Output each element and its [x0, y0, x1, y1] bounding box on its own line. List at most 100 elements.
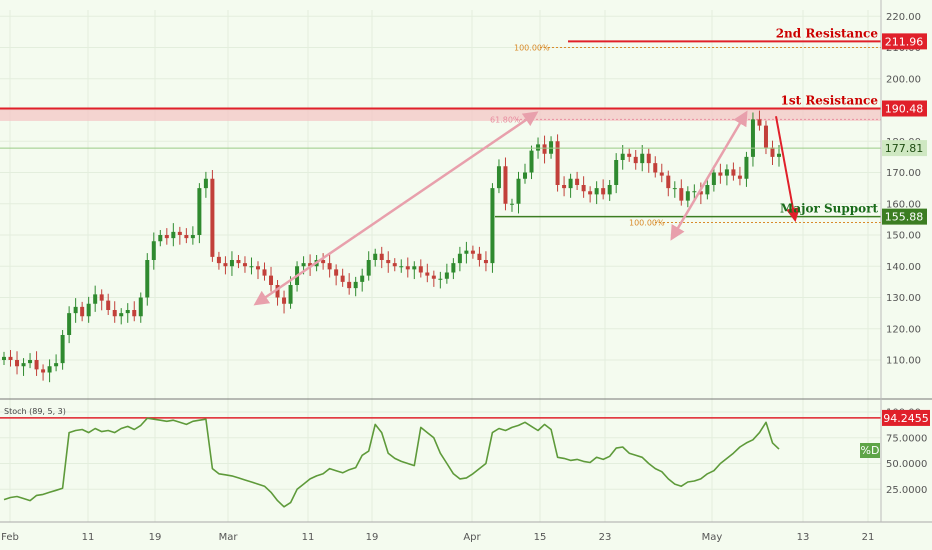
y-tick-label: 200.00	[886, 74, 921, 85]
candle-body	[588, 191, 593, 195]
candle-body	[679, 188, 684, 201]
candle-body	[301, 263, 306, 267]
candle-body	[562, 185, 567, 189]
fib-label: 61.80%	[490, 115, 521, 124]
candle-body	[151, 241, 156, 260]
candle-body	[646, 153, 651, 164]
trend-arrow-down	[775, 116, 800, 223]
candle-body	[145, 260, 150, 298]
candle-body	[470, 250, 475, 254]
x-tick-label: 11	[302, 532, 315, 543]
candle-body	[444, 272, 449, 279]
y-tick-label: 150.00	[886, 231, 921, 242]
candle-body	[542, 144, 547, 154]
candle-body	[640, 153, 645, 164]
candle-body	[177, 231, 182, 235]
candle-body	[236, 260, 241, 264]
trend-arrow-swing	[670, 110, 748, 241]
candle-body	[536, 144, 541, 151]
candle-body	[496, 166, 501, 189]
trend-arrow-up	[253, 111, 539, 306]
candle-body	[763, 125, 768, 148]
candle-body	[549, 141, 554, 154]
candle-body	[15, 360, 20, 367]
stoch-tick-label: 75.0000	[886, 433, 927, 444]
candle-body	[353, 281, 358, 289]
y-tick-label: 170.00	[886, 168, 921, 179]
candle-body	[509, 203, 514, 205]
candle-body	[770, 147, 775, 157]
price-tag-bg	[882, 33, 927, 50]
stoch-level-tag-bg	[882, 409, 930, 426]
candle-body	[601, 188, 606, 195]
x-tick-label: Feb	[1, 532, 19, 543]
candle-body	[125, 310, 130, 314]
candle-body	[28, 360, 33, 364]
candle-body	[106, 300, 111, 310]
candle-body	[568, 178, 573, 189]
candle-body	[737, 175, 742, 179]
candle-body	[555, 141, 560, 185]
candle-body	[457, 253, 462, 264]
current-price-tag-bg	[882, 140, 927, 157]
candle-body	[197, 188, 202, 235]
candle-body	[360, 275, 365, 282]
candle-body	[523, 172, 528, 179]
stoch-d-line	[3, 417, 780, 508]
candle-body	[614, 160, 619, 185]
stoch-title: Stoch (89, 5, 3)	[4, 407, 66, 416]
candle-body	[672, 188, 677, 190]
price-tag: 211.96	[885, 35, 924, 48]
candle-body	[164, 235, 169, 239]
candle-body	[386, 260, 391, 264]
fib-label: 100.00%	[629, 219, 665, 228]
candle-body	[203, 178, 208, 189]
candle-body	[262, 269, 267, 276]
candle-body	[2, 356, 6, 360]
candle-body	[757, 119, 762, 126]
candle-body	[516, 178, 521, 204]
candle-body	[425, 272, 430, 276]
x-tick-label: 15	[534, 532, 547, 543]
candle-body	[653, 163, 658, 173]
candle-body	[607, 185, 612, 195]
x-axis-ticks: Feb 11 19 Mar 11 19 Apr 15 23 May 13 21	[1, 532, 874, 543]
candle-body	[171, 231, 176, 239]
candle-body	[340, 275, 345, 282]
trend-arrows	[253, 110, 800, 306]
candle-body	[685, 191, 690, 201]
current-price-tag: 177.81	[885, 142, 924, 155]
price-tag: 155.88	[885, 211, 924, 224]
candle-body	[418, 266, 423, 273]
candle-body	[451, 263, 456, 273]
candle-body	[60, 335, 65, 364]
candle-body	[47, 366, 52, 373]
candle-body	[412, 266, 417, 270]
candle-body	[659, 172, 664, 176]
candle-body	[132, 310, 137, 317]
candle-body	[34, 360, 39, 370]
candle-body	[138, 297, 143, 317]
candle-body	[80, 306, 85, 317]
candle-body	[249, 266, 254, 268]
candle-body	[54, 363, 59, 367]
candle-body	[229, 260, 234, 267]
candle-body	[464, 250, 469, 254]
candle-body	[379, 253, 384, 260]
level-label: 1st Resistance	[781, 94, 879, 108]
candle-body	[21, 363, 26, 367]
candle-body	[282, 297, 287, 304]
candle-body	[777, 153, 781, 157]
candle-body	[366, 260, 371, 276]
fib-label: 100.00%	[514, 44, 550, 53]
candle-body	[347, 281, 352, 289]
candle-body	[399, 266, 404, 268]
stoch-legend-tag-bg	[860, 443, 880, 458]
candle-body	[750, 119, 755, 157]
stoch-tick-label: 25.0000	[886, 485, 927, 496]
y-tick-label: 110.00	[886, 356, 921, 367]
candle-body	[718, 172, 723, 176]
